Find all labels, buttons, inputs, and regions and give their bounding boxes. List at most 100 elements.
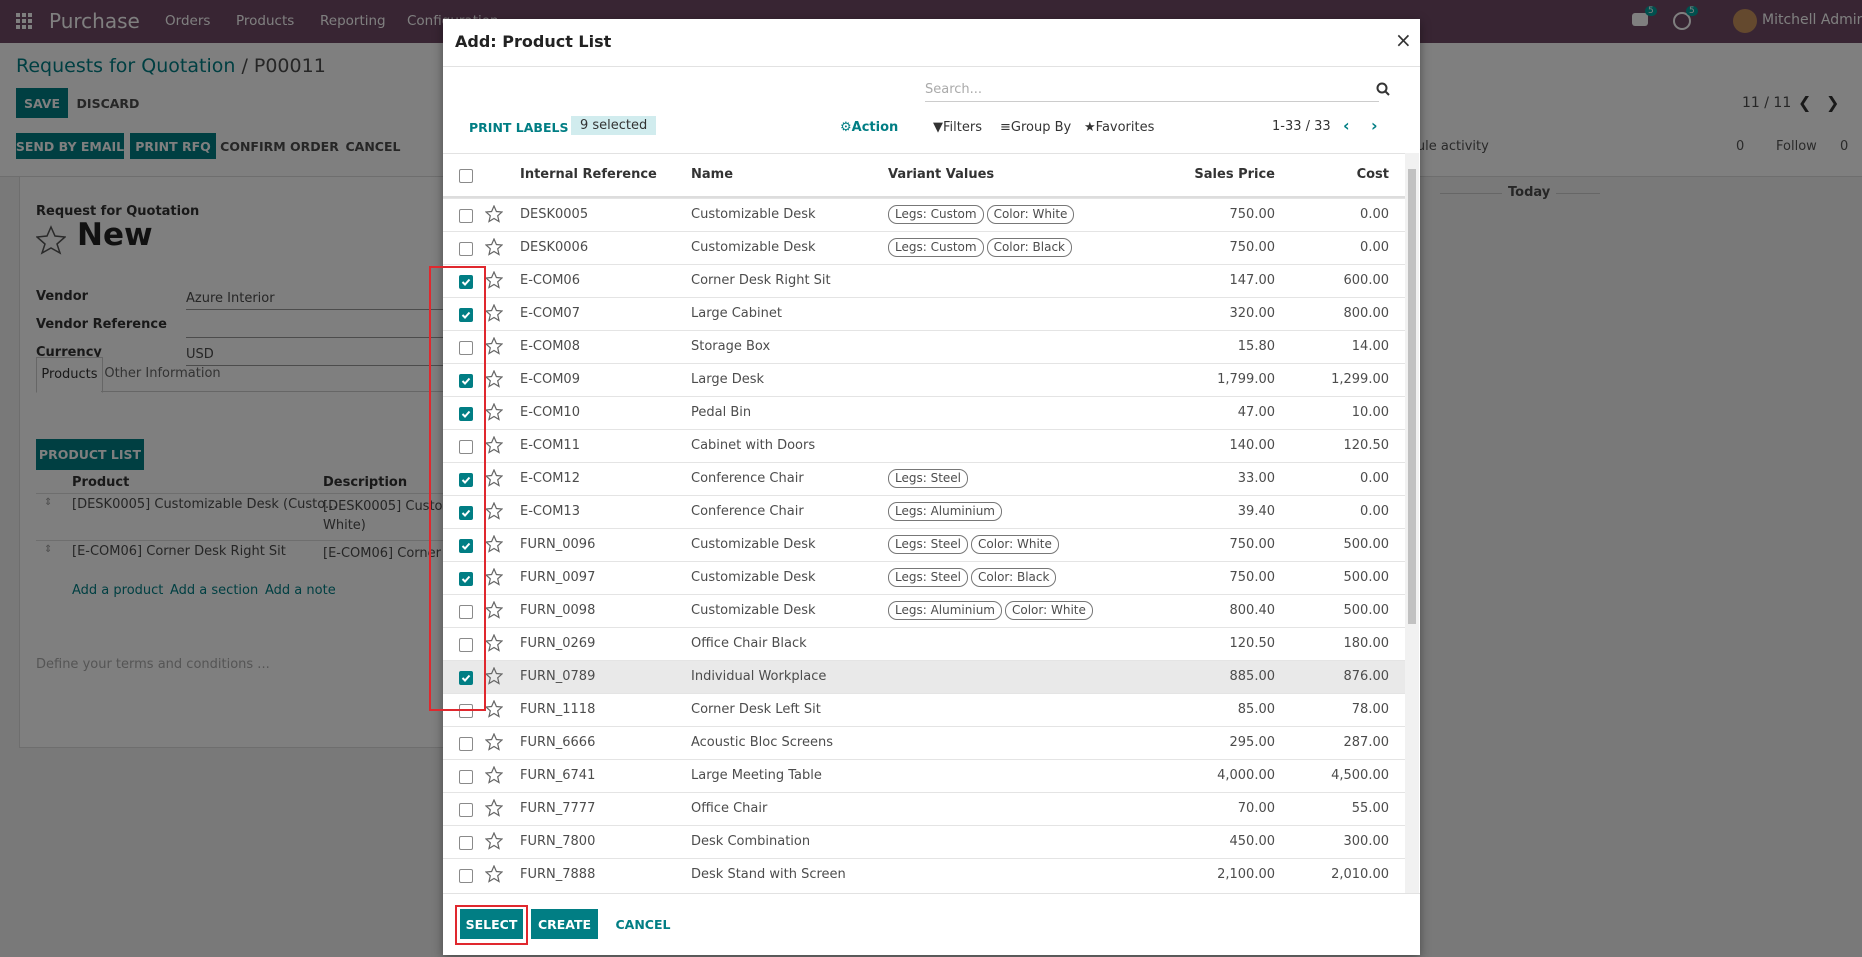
print-labels[interactable]: PRINT LABELS <box>469 120 569 135</box>
favorite-star[interactable] <box>485 403 503 421</box>
select-all-checkbox[interactable] <box>459 169 473 183</box>
list-row[interactable]: FURN_0789 Individual Workplace 885.00 876.0… <box>443 660 1405 693</box>
footer-button[interactable]: CREATE <box>531 909 598 939</box>
row-checkbox[interactable] <box>459 473 473 487</box>
list-row[interactable]: FURN_7888 Desk Stand with Screen 2,100.00 2… <box>443 858 1405 891</box>
footer-button[interactable]: SELECT <box>460 909 523 939</box>
check-mark <box>461 311 471 319</box>
row-checkbox[interactable] <box>459 374 473 388</box>
list-row[interactable]: E-COM08 Storage Box 15.80 14.00 <box>443 330 1405 363</box>
list-row[interactable]: E-COM10 Pedal Bin 47.00 10.00 <box>443 396 1405 429</box>
list-row[interactable]: FURN_0269 Office Chair Black 120.50 180.00 <box>443 627 1405 660</box>
cell-name: Corner Desk Left Sit <box>691 702 821 717</box>
row-checkbox[interactable] <box>459 407 473 421</box>
column-header[interactable]: Cost <box>1356 167 1389 182</box>
favorite-star[interactable] <box>485 436 503 454</box>
row-checkbox[interactable] <box>459 539 473 553</box>
list-view: Internal Reference Name Variant Values Sale… <box>443 153 1405 893</box>
cell-ref: E-COM12 <box>520 471 580 486</box>
favorite-star[interactable] <box>485 205 503 223</box>
cell-name: Customizable Desk <box>691 570 816 585</box>
action-label[interactable]: Action <box>851 120 899 135</box>
favorite-star[interactable] <box>485 733 503 751</box>
scrollbar[interactable] <box>1405 153 1419 893</box>
list-next[interactable]: › <box>1371 116 1378 135</box>
favorite-star[interactable] <box>485 634 503 652</box>
list-row[interactable]: E-COM07 Large Cabinet 320.00 800.00 <box>443 297 1405 330</box>
row-checkbox[interactable] <box>459 803 473 817</box>
favorite-star[interactable] <box>485 568 503 586</box>
favorites-menu[interactable]: ★Favorites <box>1084 120 1154 135</box>
list-row[interactable]: FURN_7800 Desk Combination 450.00 300.00 <box>443 825 1405 858</box>
search-icon[interactable] <box>1376 82 1390 96</box>
list-row[interactable]: E-COM06 Corner Desk Right Sit 147.00 600.00 <box>443 264 1405 297</box>
row-checkbox[interactable] <box>459 770 473 784</box>
favorite-star[interactable] <box>485 238 503 256</box>
favorite-star[interactable] <box>485 304 503 322</box>
favorites-label[interactable]: Favorites <box>1095 120 1155 135</box>
search-input[interactable]: Search... <box>925 79 1379 102</box>
list-prev[interactable]: ‹ <box>1343 116 1350 135</box>
row-checkbox[interactable] <box>459 869 473 883</box>
row-checkbox[interactable] <box>459 275 473 289</box>
list-row[interactable]: FURN_6666 Acoustic Bloc Screens 295.00 287.… <box>443 726 1405 759</box>
filters-menu[interactable]: ▼Filters <box>933 120 982 135</box>
list-row[interactable]: FURN_0097 Customizable Desk Legs: Steel Col… <box>443 561 1405 594</box>
group-by-menu[interactable]: ≡Group By <box>1000 120 1071 135</box>
favorite-star[interactable] <box>485 865 503 883</box>
check-mark <box>461 509 471 517</box>
row-checkbox[interactable] <box>459 704 473 718</box>
list-row[interactable]: E-COM11 Cabinet with Doors 140.00 120.50 <box>443 429 1405 462</box>
row-checkbox[interactable] <box>459 440 473 454</box>
list-row[interactable]: DESK0006 Customizable Desk Legs: Custom Col… <box>443 231 1405 264</box>
row-checkbox[interactable] <box>459 242 473 256</box>
favorite-star[interactable] <box>485 502 503 520</box>
column-header[interactable]: Variant Values <box>888 167 995 182</box>
list-row[interactable]: FURN_0096 Customizable Desk Legs: Steel Col… <box>443 528 1405 561</box>
favorite-star[interactable] <box>485 469 503 487</box>
row-checkbox[interactable] <box>459 572 473 586</box>
favorite-star[interactable] <box>485 667 503 685</box>
row-checkbox[interactable] <box>459 506 473 520</box>
list-row[interactable]: E-COM13 Conference Chair Legs: Aluminium 39… <box>443 495 1405 528</box>
filters-label[interactable]: Filters <box>943 120 982 135</box>
footer-button[interactable]: CANCEL <box>615 916 671 932</box>
favorite-star[interactable] <box>485 799 503 817</box>
cell-cost: 800.00 <box>1343 306 1390 321</box>
row-checkbox[interactable] <box>459 341 473 355</box>
list-row[interactable]: FURN_7777 Office Chair 70.00 55.00 <box>443 792 1405 825</box>
dialog-close[interactable]: × <box>1395 28 1412 52</box>
favorite-star[interactable] <box>485 535 503 553</box>
favorite-star[interactable] <box>485 370 503 388</box>
scrollbar-thumb[interactable] <box>1408 169 1416 624</box>
list-row[interactable]: FURN_0098 Customizable Desk Legs: Aluminiu… <box>443 594 1405 627</box>
column-header[interactable]: Internal Reference <box>520 167 657 182</box>
list-row[interactable]: FURN_6741 Large Meeting Table 4,000.00 4,50… <box>443 759 1405 792</box>
row-checkbox[interactable] <box>459 308 473 322</box>
group-by-label[interactable]: Group By <box>1010 120 1072 135</box>
row-checkbox[interactable] <box>459 209 473 223</box>
filter-icon: ▼ <box>933 120 943 135</box>
column-header[interactable]: Name <box>691 167 734 182</box>
list-row[interactable]: E-COM12 Conference Chair Legs: Steel 33.00 0… <box>443 462 1405 495</box>
cell-cost: 180.00 <box>1343 636 1390 651</box>
row-checkbox[interactable] <box>459 836 473 850</box>
favorite-star[interactable] <box>485 832 503 850</box>
cell-cost: 1,299.00 <box>1331 372 1389 387</box>
favorite-star[interactable] <box>485 700 503 718</box>
list-row[interactable]: DESK0005 Customizable Desk Legs: Custom Col… <box>443 198 1405 231</box>
row-checkbox[interactable] <box>459 737 473 751</box>
row-checkbox[interactable] <box>459 671 473 685</box>
cell-ref: E-COM10 <box>520 405 580 420</box>
favorite-star[interactable] <box>485 271 503 289</box>
list-row[interactable]: FURN_1118 Corner Desk Left Sit 85.00 78.00 <box>443 693 1405 726</box>
cell-ref: E-COM07 <box>520 306 580 321</box>
action-menu[interactable]: ⚙Action <box>840 120 898 135</box>
favorite-star[interactable] <box>485 601 503 619</box>
list-row[interactable]: E-COM09 Large Desk 1,799.00 1,299.00 <box>443 363 1405 396</box>
column-header[interactable]: Sales Price <box>1194 167 1275 182</box>
row-checkbox[interactable] <box>459 605 473 619</box>
favorite-star[interactable] <box>485 337 503 355</box>
favorite-star[interactable] <box>485 766 503 784</box>
row-checkbox[interactable] <box>459 638 473 652</box>
